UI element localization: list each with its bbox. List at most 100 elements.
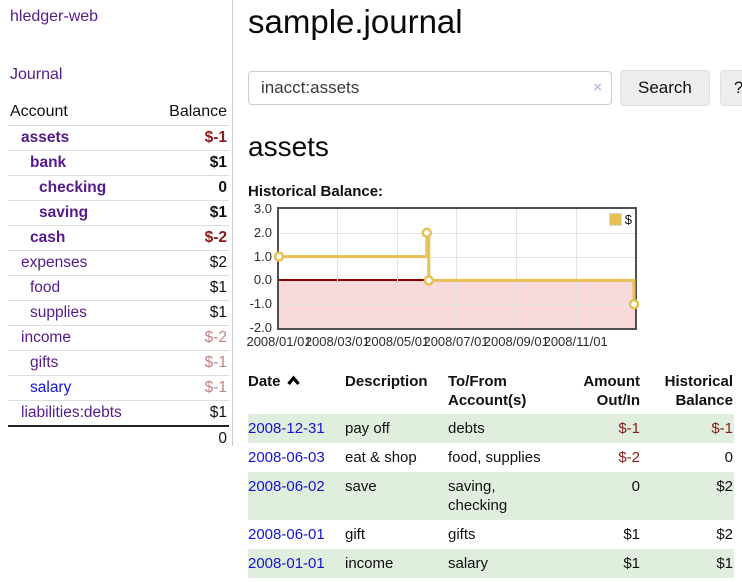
register-header-to-from: To/From Account(s)	[448, 373, 527, 409]
search-form: × Search ?	[248, 70, 742, 106]
sidebar-item-journal[interactable]: Journal	[10, 66, 63, 83]
accounts-table-body: assets $-1 bank $1 checking 0 saving $1 cash $-2 e…	[8, 125, 229, 427]
chart-plot-area[interactable]: $	[273, 207, 640, 330]
accounts-total-value: 0	[152, 425, 229, 451]
sidebar-account-link[interactable]: food	[30, 279, 61, 296]
data-point-marker	[273, 251, 285, 262]
sidebar-account-balance: $2	[152, 250, 229, 276]
sidebar-account-link[interactable]: salary	[30, 379, 72, 396]
y-axis-tick-label: -2.0	[249, 320, 272, 335]
account-row: gifts $-1	[8, 350, 229, 376]
register-header-amount: Amount Out/In	[583, 373, 640, 409]
sidebar-account-link[interactable]: saving	[39, 204, 89, 221]
transaction-accounts: salary	[448, 549, 564, 578]
page-title: sample.journal	[248, 3, 463, 40]
accounts-header-balance: Balance	[152, 100, 229, 126]
x-axis-tick-label: 2008/03/01	[304, 334, 370, 349]
main-content: sample.journal × Search ? assets Histori…	[246, 0, 742, 578]
account-row: checking 0	[8, 175, 229, 201]
register-header-row: Date Description To/From Account(s) Amount Ou…	[248, 370, 734, 414]
transaction-description: pay off	[345, 414, 448, 443]
account-row: supplies $1	[8, 300, 229, 326]
search-button[interactable]: Search	[620, 70, 710, 106]
legend-swatch	[608, 213, 622, 226]
transaction-date-link[interactable]: 2008-06-02	[248, 478, 325, 495]
transaction-date-link[interactable]: 2008-12-31	[248, 420, 325, 437]
transaction-balance: $2	[641, 472, 734, 520]
sidebar-account-link[interactable]: bank	[30, 154, 67, 171]
help-button[interactable]: ?	[719, 70, 742, 106]
account-row: salary $-1	[8, 375, 229, 401]
sidebar-account-balance: $-1	[152, 125, 229, 151]
sidebar-account-balance: $1	[152, 150, 229, 176]
transaction-row: 2008-06-01 gift gifts $1 $2	[248, 520, 734, 549]
data-point-marker	[628, 298, 640, 310]
y-axis-tick-label: 0.0	[253, 272, 272, 288]
sidebar-account-balance: $1	[152, 200, 229, 226]
sidebar-account-link[interactable]: assets	[21, 129, 70, 146]
v-gridline	[337, 209, 339, 328]
sort-ascending-icon	[286, 373, 301, 390]
search-input[interactable]	[248, 71, 612, 105]
transaction-description: gift	[345, 526, 366, 543]
balance-line	[279, 231, 636, 305]
v-gridline	[516, 209, 518, 328]
transaction-description: save	[345, 472, 448, 520]
register-header-date[interactable]: Date	[248, 370, 345, 414]
transaction-balance: 0	[724, 449, 733, 466]
transaction-balance: $-1	[641, 414, 734, 443]
clear-search-icon[interactable]: ×	[593, 79, 602, 96]
sidebar-account-balance: 0	[152, 175, 229, 201]
sidebar-account-link[interactable]: expenses	[21, 254, 88, 271]
y-axis-tick-label: -1.0	[249, 296, 272, 312]
data-point-marker	[421, 227, 433, 239]
sidebar-account-link[interactable]: gifts	[30, 354, 59, 371]
sidebar-account-balance: $-2	[152, 225, 229, 251]
transaction-date-link[interactable]: 2008-01-01	[248, 555, 325, 572]
accounts-header-row: Account Balance	[8, 100, 229, 126]
register-header-description: Description	[345, 373, 428, 390]
transaction-balance: $2	[716, 526, 733, 543]
transaction-description: income	[345, 549, 448, 578]
register-header-historical: Historical Balance	[664, 373, 733, 409]
transaction-amount: $1	[623, 526, 640, 543]
sidebar-account-link[interactable]: cash	[30, 229, 66, 246]
account-row: liabilities:debts $1	[8, 400, 229, 427]
account-row: bank $1	[8, 150, 229, 176]
account-row: saving $1	[8, 200, 229, 226]
v-gridline	[575, 209, 577, 328]
sidebar-account-link[interactable]: supplies	[30, 304, 87, 321]
sidebar-account-link[interactable]: liabilities:debts	[21, 404, 122, 421]
sidebar-account-link[interactable]: checking	[39, 179, 107, 196]
transaction-date-link[interactable]: 2008-06-01	[248, 526, 325, 543]
chart-title: Historical Balance:	[248, 183, 384, 200]
transaction-amount: $1	[564, 549, 641, 578]
x-axis-tick-label: 2008/07/01	[423, 334, 489, 349]
account-heading: assets	[248, 131, 329, 162]
legend-label: $	[624, 212, 632, 227]
chart-legend: $	[608, 212, 632, 227]
sidebar: hledger-web Journal Account Balance asse…	[0, 0, 233, 451]
y-axis-tick-label: 1.0	[253, 248, 272, 264]
sidebar-account-balance: $1	[152, 300, 229, 326]
transaction-date-link[interactable]: 2008-06-03	[248, 449, 325, 466]
accounts-table: Account Balance assets $-1 bank $1 checking 0…	[8, 100, 229, 451]
accounts-header-account: Account	[8, 100, 153, 126]
historical-balance-chart: $2008/01/01 2008/03/01 2008/05/01 2008/07/0…	[246, 201, 734, 353]
register-table-body: 2008-12-31 pay off debts $-1 $-1 2008-06-03 ea…	[248, 414, 734, 578]
sidebar-account-link[interactable]: income	[21, 329, 71, 346]
account-row: assets $-1	[8, 125, 229, 151]
transaction-row: 2008-12-31 pay off debts $-1 $-1	[248, 414, 734, 443]
app-brand-link[interactable]: hledger-web	[10, 8, 99, 25]
y-axis-tick-label: 3.0	[253, 201, 272, 216]
account-row: food $1	[8, 275, 229, 301]
transaction-amount: 0	[564, 472, 641, 520]
x-axis-tick-label: 2008/05/01	[364, 334, 430, 349]
sidebar-account-balance: $1	[152, 275, 229, 301]
y-axis-tick-label: 2.0	[253, 224, 272, 240]
register-table: Date Description To/From Account(s) Amount Ou…	[248, 370, 734, 578]
transaction-row: 2008-06-03 eat & shop food, supplies $-2 0	[248, 443, 734, 472]
transaction-accounts: saving, checking	[448, 472, 564, 520]
x-axis-tick-label: 2008/11/01	[543, 334, 608, 349]
transaction-accounts: gifts	[448, 526, 476, 543]
